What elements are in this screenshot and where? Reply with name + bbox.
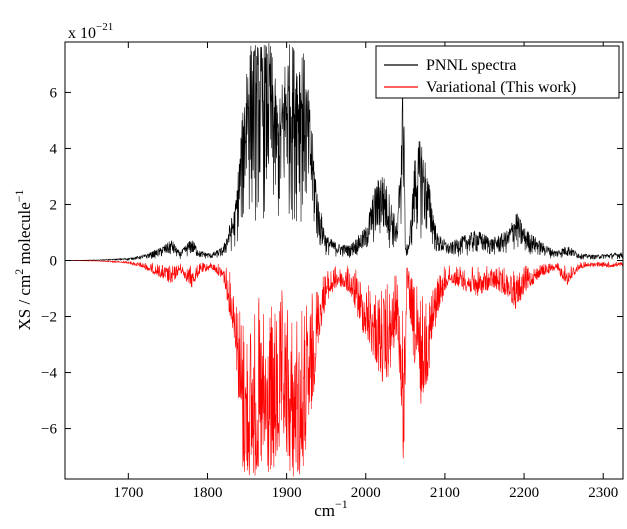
legend-label-variational: Variational (This work) [426, 79, 576, 96]
y-tick-label: 4 [50, 141, 58, 157]
x-tick-label: 2100 [430, 485, 460, 501]
y-tick: −4 [41, 366, 623, 382]
y-axis-label: XS / cm2 molecule−1 [12, 189, 34, 330]
y-tick: −6 [41, 422, 623, 438]
x-tick: 1700 [113, 42, 143, 501]
x-tick: 1800 [192, 42, 222, 501]
legend-label-pnnl: PNNL spectra [426, 57, 517, 74]
y-tick-label: 2 [50, 197, 58, 213]
legend-box [375, 45, 620, 99]
y-tick: 2 [50, 197, 623, 213]
y-tick: 0 [50, 254, 623, 270]
legend: PNNL spectra Variational (This work) [375, 45, 620, 99]
x-tick-label: 1900 [272, 485, 302, 501]
x-tick-label: 2000 [351, 485, 381, 501]
y-tick-label: −6 [41, 422, 57, 438]
y-tick-label: 0 [50, 254, 58, 270]
x-axis-label: cm−1 [314, 497, 348, 520]
y-tick-label: −4 [41, 366, 57, 382]
series-line-variational [65, 259, 623, 477]
y-tick: −2 [41, 310, 623, 326]
y-tick: 4 [50, 141, 623, 157]
series-layer [65, 43, 623, 477]
x-tick: 2000 [351, 42, 381, 501]
y-tick-label: −2 [41, 310, 57, 326]
x-tick: 1900 [272, 42, 302, 501]
x-tick-label: 1700 [113, 485, 143, 501]
y-tick-label: 6 [50, 85, 58, 101]
x-tick-label: 2300 [588, 485, 618, 501]
y-multiplier: x 10−21 [68, 21, 113, 42]
x-tick-label: 2200 [509, 485, 539, 501]
plot-frame [64, 41, 624, 480]
tick-layer: 1700 1800 1900 2000 2100 2200 2300 −6 −4 −2 0 2 4 6 [41, 42, 623, 501]
x-tick-label: 1800 [192, 485, 222, 501]
series-line-pnnl [65, 43, 623, 261]
